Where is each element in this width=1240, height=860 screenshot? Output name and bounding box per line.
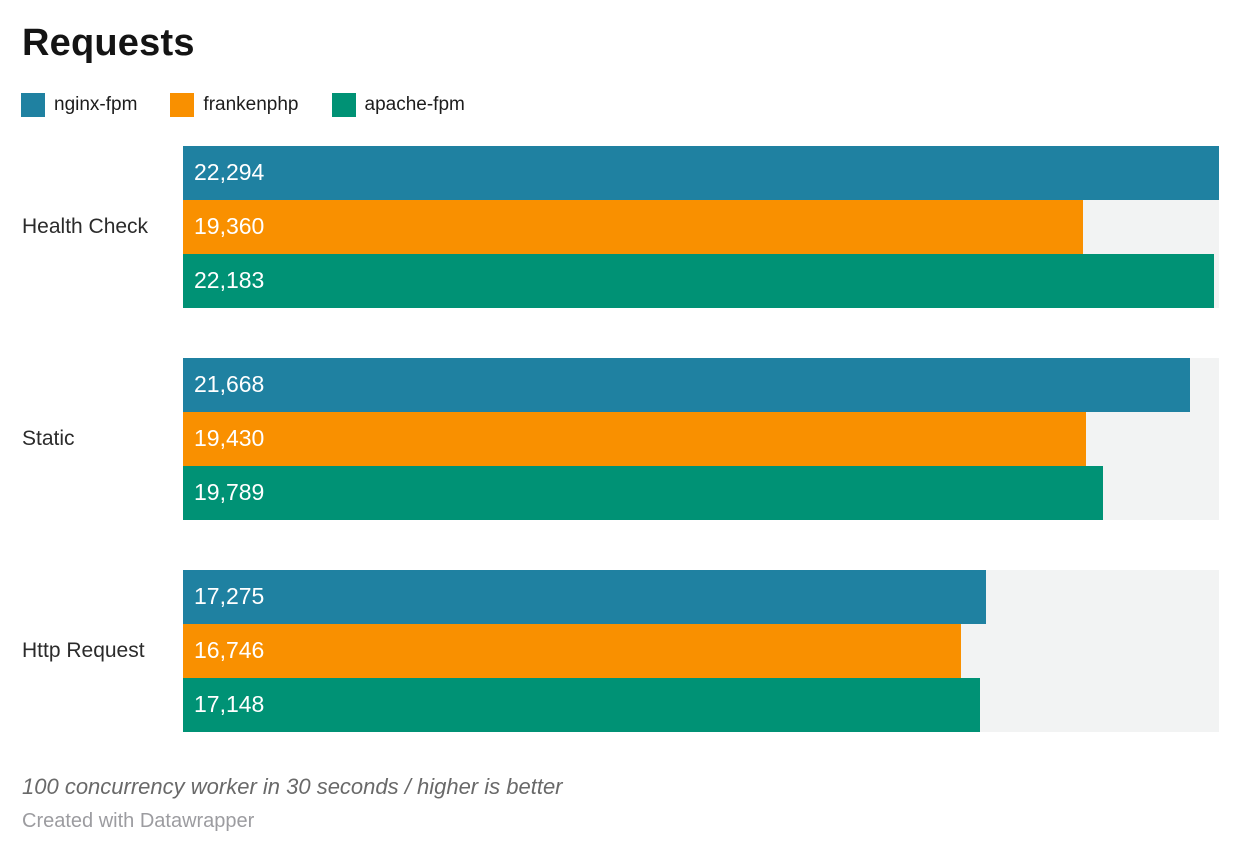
legend-swatch-icon: [21, 92, 45, 117]
bar-nginx-fpm-health-check: 22,294: [183, 145, 1219, 200]
bar-track: 21,668 19,430 19,789: [183, 357, 1219, 520]
legend-swatch-icon: [331, 92, 356, 117]
value-label: 19,360: [194, 213, 265, 240]
legend-label: frankenphp: [203, 94, 299, 116]
legend-item-frankenphp: frankenphp: [170, 92, 299, 117]
legend-swatch-icon: [170, 92, 195, 117]
bar-nginx-fpm-http-request: 17,275: [183, 569, 986, 624]
bar-frankenphp-health-check: 19,360: [183, 199, 1083, 254]
value-label: 17,275: [194, 583, 265, 610]
value-label: 22,183: [194, 267, 265, 294]
value-label: 17,148: [194, 691, 265, 718]
bar-apache-fpm-health-check: 22,183: [183, 253, 1214, 308]
bar-frankenphp-static: 19,430: [183, 411, 1086, 466]
chart-title: Requests: [22, 22, 195, 64]
legend: nginx-fpm frankenphp apache-fpm: [21, 92, 1240, 117]
bar-apache-fpm-http-request: 17,148: [183, 677, 980, 732]
legend-label: nginx-fpm: [54, 94, 138, 116]
category-label: Http Request: [22, 639, 145, 663]
category-label: Static: [22, 427, 75, 451]
credit: Created with Datawrapper: [22, 809, 255, 832]
bar-group-http-request: Http Request 17,275 16,746 17,148: [0, 569, 1240, 732]
bar-chart: Health Check 22,294 19,360 22,183 Static 21,6…: [0, 145, 1240, 732]
bar-group-health-check: Health Check 22,294 19,360 22,183: [0, 145, 1240, 308]
legend-label: apache-fpm: [364, 94, 465, 116]
value-label: 16,746: [194, 637, 265, 664]
value-label: 22,294: [194, 159, 265, 186]
bar-frankenphp-http-request: 16,746: [183, 623, 962, 678]
bar-nginx-fpm-static: 21,668: [183, 357, 1190, 412]
value-label: 21,668: [194, 371, 265, 398]
value-label: 19,430: [194, 425, 265, 452]
bar-apache-fpm-static: 19,789: [183, 465, 1103, 520]
bar-track: 17,275 16,746 17,148: [183, 569, 1219, 732]
bar-track: 22,294 19,360 22,183: [183, 145, 1219, 308]
bar-group-static: Static 21,668 19,430 19,789: [0, 357, 1240, 520]
legend-item-nginx-fpm: nginx-fpm: [21, 92, 138, 117]
value-label: 19,789: [194, 479, 265, 506]
footnote: 100 concurrency worker in 30 seconds / h…: [22, 773, 563, 799]
legend-item-apache-fpm: apache-fpm: [331, 92, 465, 117]
category-label: Health Check: [22, 215, 149, 239]
